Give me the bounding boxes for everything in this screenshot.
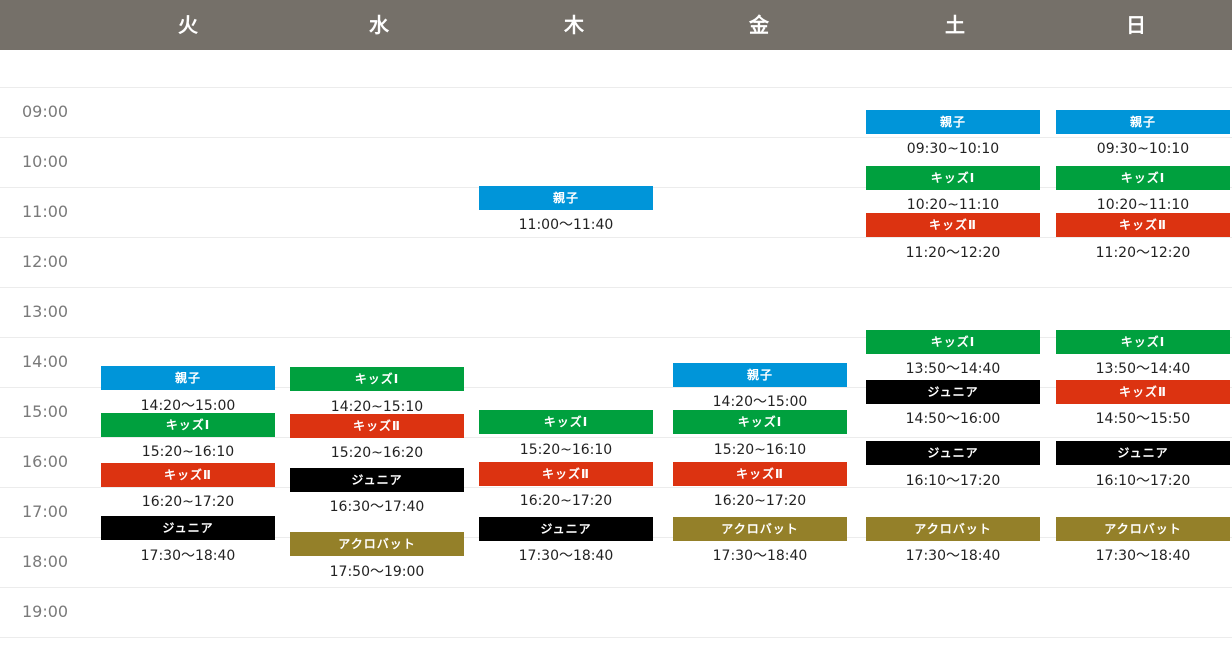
class-time: 11:00〜11:40 — [518, 217, 614, 233]
class-time: 17:30〜18:40 — [1095, 548, 1191, 564]
class-label-oyako: 親子 — [479, 186, 653, 210]
time-label: 10:00 — [22, 152, 69, 171]
class-label-kids-2: キッズⅡ — [290, 414, 464, 438]
class-time: 15:20~16:20 — [330, 445, 424, 461]
class-label-oyako: 親子 — [673, 363, 847, 387]
time-label: 17:00 — [22, 502, 69, 521]
time-label: 11:00 — [22, 202, 69, 221]
class-label-kids-2: キッズⅡ — [1056, 213, 1230, 237]
class-time: 16:20~17:20 — [141, 494, 235, 510]
class-time: 16:30〜17:40 — [329, 499, 425, 515]
class-label-junior: ジュニア — [866, 441, 1040, 465]
class-time: 14:50〜15:50 — [1095, 411, 1191, 427]
grid-line — [0, 87, 1232, 88]
class-label-kids-1: キッズⅠ — [866, 330, 1040, 354]
class-label-kids-1: キッズⅠ — [866, 166, 1040, 190]
class-label-kids-1: キッズⅠ — [101, 413, 275, 437]
class-time: 17:50〜19:00 — [329, 564, 425, 580]
time-label: 14:00 — [22, 352, 69, 371]
day-header-1: 水 — [369, 13, 389, 37]
grid-line — [0, 637, 1232, 638]
time-label: 12:00 — [22, 252, 69, 271]
day-header-2: 木 — [564, 13, 584, 37]
grid-line — [0, 137, 1232, 138]
class-label-kids-1: キッズⅠ — [673, 410, 847, 434]
day-header-5: 日 — [1126, 13, 1146, 37]
grid-line — [0, 287, 1232, 288]
class-label-kids-1: キッズⅠ — [1056, 330, 1230, 354]
class-label-kids-2: キッズⅡ — [866, 213, 1040, 237]
class-label-acrobat: アクロバット — [866, 517, 1040, 541]
grid-line — [0, 587, 1232, 588]
class-label-kids-2: キッズⅡ — [1056, 380, 1230, 404]
grid-line — [0, 437, 1232, 438]
class-label-junior: ジュニア — [1056, 441, 1230, 465]
class-label-oyako: 親子 — [866, 110, 1040, 134]
class-time: 14:20〜15:00 — [140, 398, 236, 414]
time-label: 19:00 — [22, 602, 69, 621]
class-label-kids-1: キッズⅠ — [1056, 166, 1230, 190]
class-time: 11:20〜12:20 — [1095, 245, 1191, 261]
class-label-kids-1: キッズⅠ — [479, 410, 653, 434]
class-time: 15:20~16:10 — [713, 442, 807, 458]
grid-line — [0, 237, 1232, 238]
class-time: 17:30〜18:40 — [712, 548, 808, 564]
class-time: 10:20~11:10 — [906, 197, 1000, 213]
class-label-acrobat: アクロバット — [673, 517, 847, 541]
class-time: 16:20~17:20 — [519, 493, 613, 509]
class-time: 15:20~16:10 — [519, 442, 613, 458]
class-time: 16:10〜17:20 — [1095, 473, 1191, 489]
class-label-oyako: 親子 — [101, 366, 275, 390]
class-time: 16:20~17:20 — [713, 493, 807, 509]
class-time: 13:50〜14:40 — [1095, 361, 1191, 377]
class-label-oyako: 親子 — [1056, 110, 1230, 134]
day-header-4: 土 — [945, 13, 965, 37]
time-label: 16:00 — [22, 452, 69, 471]
class-time: 17:30〜18:40 — [518, 548, 614, 564]
class-label-kids-1: キッズⅠ — [290, 367, 464, 391]
grid-line — [0, 487, 1232, 488]
class-label-kids-2: キッズⅡ — [101, 463, 275, 487]
class-time: 09:30~10:10 — [906, 141, 1000, 157]
class-label-acrobat: アクロバット — [290, 532, 464, 556]
class-time: 15:20~16:10 — [141, 444, 235, 460]
time-label: 15:00 — [22, 402, 69, 421]
class-label-junior: ジュニア — [290, 468, 464, 492]
time-label: 18:00 — [22, 552, 69, 571]
class-time: 11:20〜12:20 — [905, 245, 1001, 261]
class-label-junior: ジュニア — [479, 517, 653, 541]
day-header: 火水木金土日 — [0, 0, 1232, 50]
grid-line — [0, 337, 1232, 338]
class-time: 14:20~15:10 — [330, 399, 424, 415]
class-time: 16:10〜17:20 — [905, 473, 1001, 489]
day-header-0: 火 — [178, 13, 198, 37]
class-time: 13:50〜14:40 — [905, 361, 1001, 377]
class-label-junior: ジュニア — [101, 516, 275, 540]
class-time: 14:50〜16:00 — [905, 411, 1001, 427]
class-time: 17:30〜18:40 — [140, 548, 236, 564]
class-time: 09:30~10:10 — [1096, 141, 1190, 157]
class-label-kids-2: キッズⅡ — [479, 462, 653, 486]
class-label-junior: ジュニア — [866, 380, 1040, 404]
class-time: 10:20~11:10 — [1096, 197, 1190, 213]
class-label-acrobat: アクロバット — [1056, 517, 1230, 541]
grid-line — [0, 387, 1232, 388]
class-label-kids-2: キッズⅡ — [673, 462, 847, 486]
time-label: 13:00 — [22, 302, 69, 321]
class-time: 17:30〜18:40 — [905, 548, 1001, 564]
time-label: 09:00 — [22, 102, 69, 121]
day-header-3: 金 — [749, 13, 769, 37]
class-time: 14:20〜15:00 — [712, 394, 808, 410]
